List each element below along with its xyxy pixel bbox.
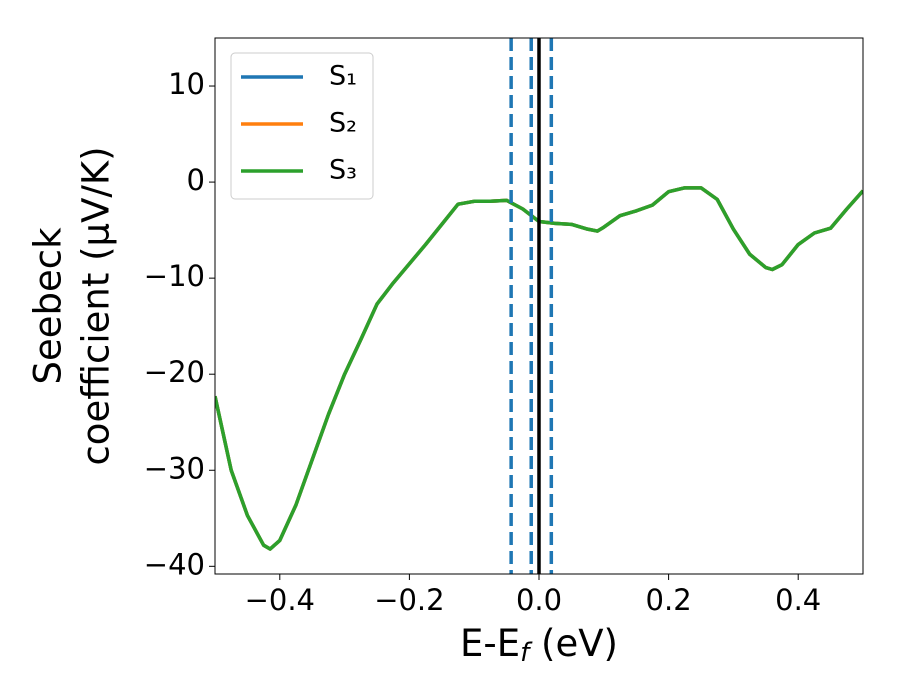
x-axis-label: E-Ef (eV): [460, 622, 618, 668]
x-tick-label: −0.2: [374, 583, 444, 617]
series-line: [215, 186, 863, 551]
y-tick-label: 10: [168, 67, 205, 101]
y-tick-label: −10: [144, 259, 205, 293]
legend-label: S₃: [329, 155, 357, 186]
y-tick-label: −30: [144, 451, 205, 485]
legend-label: S₂: [329, 108, 357, 139]
legend-label: S₁: [329, 61, 357, 92]
x-tick-label: 0.4: [775, 583, 821, 617]
legend-box: [230, 52, 374, 200]
y-tick-label: −20: [144, 355, 205, 389]
x-tick-label: −0.4: [245, 583, 315, 617]
x-tick-label: 0.2: [646, 583, 692, 617]
y-tick-label: 0: [187, 163, 205, 197]
plot-frame: [214, 37, 864, 575]
x-label-part: (eV): [529, 622, 618, 665]
y-axis-label: Seebeck: [27, 227, 70, 385]
y-axis-label: coefficient (μV/K): [75, 146, 118, 465]
y-tick-label: −40: [144, 547, 205, 581]
x-tick-label: 0.0: [516, 583, 562, 617]
x-label-part: E-E: [460, 622, 520, 665]
